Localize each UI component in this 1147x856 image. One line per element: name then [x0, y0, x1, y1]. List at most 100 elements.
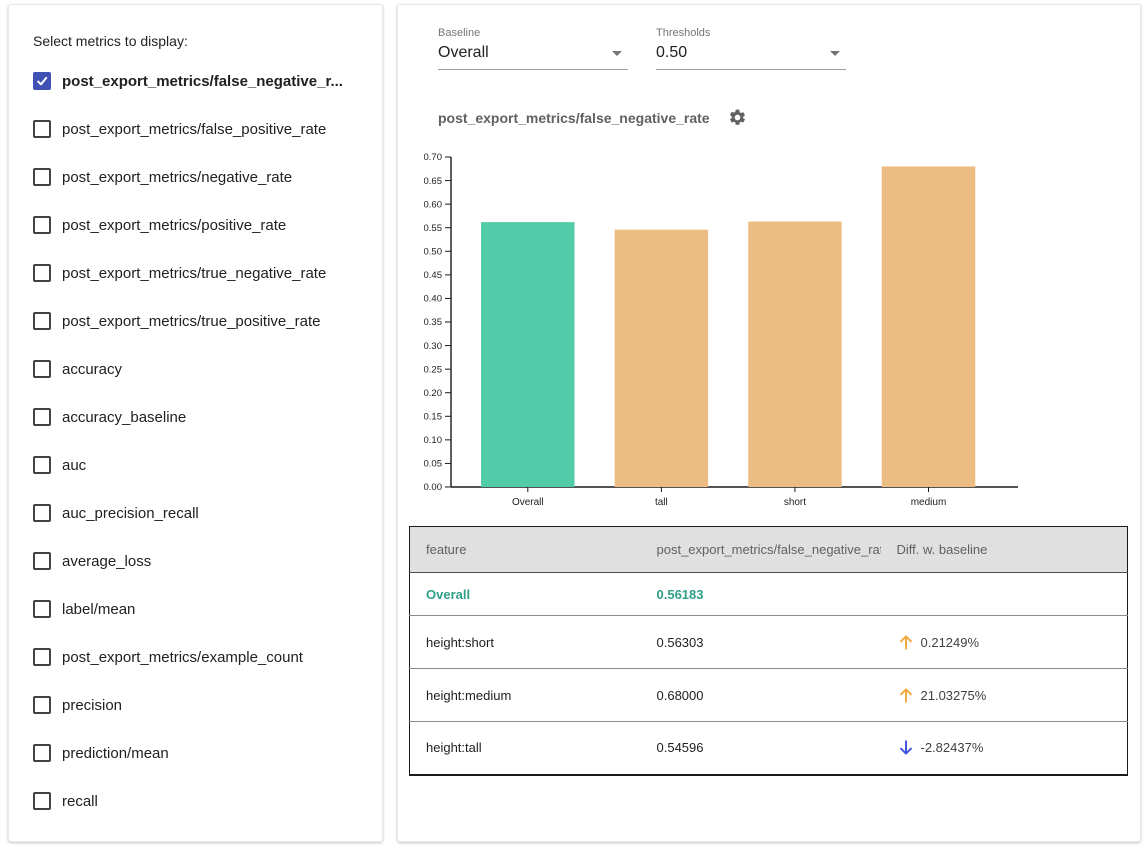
metric-item[interactable]: prediction/mean [9, 729, 382, 777]
metric-label: precision [62, 697, 122, 714]
metric-label: post_export_metrics/positive_rate [62, 217, 286, 234]
metric-item[interactable]: average_loss [9, 537, 382, 585]
svg-text:0.20: 0.20 [424, 388, 442, 399]
metric-value-cell: 0.56183 [647, 573, 881, 616]
metric-label: accuracy_baseline [62, 409, 186, 426]
metric-checkbox[interactable] [33, 648, 51, 666]
metric-item[interactable]: label/mean [9, 585, 382, 633]
metrics-results-panel: Baseline Overall Thresholds 0.50 post_ex… [397, 4, 1141, 842]
metric-checkbox[interactable] [33, 456, 51, 474]
metric-checkbox[interactable] [33, 264, 51, 282]
diff-percent: -2.82437% [921, 740, 984, 755]
chevron-down-icon [612, 51, 622, 56]
metric-checkbox[interactable] [33, 360, 51, 378]
metric-checkbox[interactable] [33, 504, 51, 522]
svg-text:0.05: 0.05 [424, 459, 442, 470]
metric-label: post_export_metrics/example_count [62, 649, 303, 666]
metric-checkbox[interactable] [33, 168, 51, 186]
x-axis-label-tall: tall [655, 497, 668, 507]
svg-text:0.60: 0.60 [424, 199, 442, 210]
metric-checkbox-checked[interactable] [33, 72, 51, 90]
x-axis-label-medium: medium [911, 497, 947, 507]
svg-text:0.15: 0.15 [424, 411, 442, 422]
metric-checkbox[interactable] [33, 216, 51, 234]
metric-item[interactable]: post_export_metrics/false_positive_rate [9, 105, 382, 153]
metric-item[interactable]: precision [9, 681, 382, 729]
diff-cell: 0.21249% [881, 616, 1128, 669]
metric-label: auc_precision_recall [62, 505, 199, 522]
table-row: height:short0.563030.21249% [410, 616, 1128, 669]
table-header-row: featurepost_export_metrics/false_negativ… [410, 527, 1128, 573]
chart-header: post_export_metrics/false_negative_rate [438, 108, 1140, 127]
diff-percent: 0.21249% [921, 635, 980, 650]
metric-label: post_export_metrics/true_positive_rate [62, 313, 320, 330]
svg-text:0.70: 0.70 [424, 152, 442, 163]
x-axis-label-short: short [784, 497, 806, 507]
svg-text:0.50: 0.50 [424, 246, 442, 257]
metric-list: post_export_metrics/false_negative_r...p… [9, 57, 382, 825]
baseline-dropdown-label: Baseline [438, 27, 628, 39]
metric-checkbox[interactable] [33, 408, 51, 426]
metric-item[interactable]: post_export_metrics/negative_rate [9, 153, 382, 201]
arrow-up-icon [897, 685, 915, 705]
metric-selector-title: Select metrics to display: [33, 33, 382, 49]
metric-item[interactable]: post_export_metrics/example_count [9, 633, 382, 681]
metric-label: average_loss [62, 553, 151, 570]
metric-item[interactable]: post_export_metrics/true_negative_rate [9, 249, 382, 297]
bar-medium [882, 166, 975, 487]
diff-cell: 21.03275% [881, 669, 1128, 722]
chart-title: post_export_metrics/false_negative_rate [438, 110, 710, 126]
metric-checkbox[interactable] [33, 552, 51, 570]
metric-item[interactable]: auc_precision_recall [9, 489, 382, 537]
settings-gear-icon[interactable] [728, 108, 747, 127]
baseline-dropdown-value: Overall [438, 44, 489, 62]
table-row: Overall0.56183 [410, 573, 1128, 616]
metric-label: auc [62, 457, 86, 474]
table-row: height:medium0.6800021.03275% [410, 669, 1128, 722]
metric-label: accuracy [62, 361, 122, 378]
metric-checkbox[interactable] [33, 312, 51, 330]
thresholds-dropdown-label: Thresholds [656, 27, 846, 39]
metric-item[interactable]: auc [9, 441, 382, 489]
bar-Overall [481, 222, 574, 487]
controls-row: Baseline Overall Thresholds 0.50 [438, 27, 1140, 70]
svg-text:0.00: 0.00 [424, 482, 442, 493]
x-axis-label-Overall: Overall [512, 497, 544, 507]
table-row: height:tall0.54596-2.82437% [410, 722, 1128, 775]
thresholds-dropdown[interactable]: Thresholds 0.50 [656, 27, 846, 70]
metric-item[interactable]: recall [9, 777, 382, 825]
svg-text:0.45: 0.45 [424, 270, 442, 281]
metric-checkbox[interactable] [33, 744, 51, 762]
baseline-dropdown[interactable]: Baseline Overall [438, 27, 628, 70]
metric-item[interactable]: post_export_metrics/positive_rate [9, 201, 382, 249]
table-header-cell: post_export_metrics/false_negative_rat..… [647, 527, 881, 573]
metric-checkbox[interactable] [33, 792, 51, 810]
metric-item[interactable]: post_export_metrics/true_positive_rate [9, 297, 382, 345]
metric-value-cell: 0.68000 [647, 669, 881, 722]
diff-cell [881, 573, 1128, 616]
svg-text:0.40: 0.40 [424, 294, 442, 305]
metric-label: prediction/mean [62, 745, 169, 762]
metric-label: post_export_metrics/false_positive_rate [62, 121, 326, 138]
metric-selector-panel: Select metrics to display: post_export_m… [8, 4, 383, 842]
metric-label: post_export_metrics/negative_rate [62, 169, 292, 186]
svg-text:0.30: 0.30 [424, 341, 442, 352]
metric-value-cell: 0.54596 [647, 722, 881, 775]
diff-percent: 21.03275% [921, 688, 987, 703]
arrow-down-icon [897, 738, 915, 758]
metrics-browser-page: Select metrics to display: post_export_m… [0, 0, 1147, 856]
metric-checkbox[interactable] [33, 696, 51, 714]
metrics-table: featurepost_export_metrics/false_negativ… [409, 526, 1128, 776]
svg-text:0.65: 0.65 [424, 176, 442, 187]
metric-checkbox[interactable] [33, 600, 51, 618]
metric-item[interactable]: post_export_metrics/false_negative_r... [9, 57, 382, 105]
bar-short [748, 222, 841, 487]
metric-item[interactable]: accuracy_baseline [9, 393, 382, 441]
chevron-down-icon [830, 51, 840, 56]
metric-checkbox[interactable] [33, 120, 51, 138]
bar-tall [615, 230, 708, 487]
metric-label: post_export_metrics/false_negative_r... [62, 73, 343, 90]
bar-chart-container: 0.000.050.100.150.200.250.300.350.400.45… [424, 147, 1140, 512]
feature-cell: height:short [410, 616, 647, 669]
metric-item[interactable]: accuracy [9, 345, 382, 393]
